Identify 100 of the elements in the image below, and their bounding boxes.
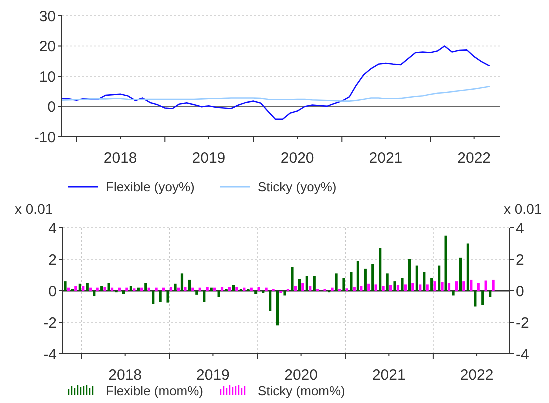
bar: [236, 287, 238, 291]
bar: [100, 286, 104, 291]
legend-label: Flexible (yoy%): [106, 180, 195, 195]
y2-tick-label: -2: [516, 314, 530, 332]
bar: [452, 291, 455, 296]
bar: [466, 244, 470, 291]
bar: [126, 288, 128, 291]
bar: [482, 291, 484, 306]
bar: [269, 291, 272, 312]
bar: [210, 288, 213, 291]
bar: [291, 267, 294, 291]
y-tick-label: -10: [34, 129, 56, 146]
bar: [104, 287, 106, 291]
y-tick-label: 30: [39, 8, 56, 26]
bar: [396, 285, 400, 291]
bar: [364, 268, 367, 291]
bar: [250, 288, 253, 291]
bar: [170, 287, 173, 291]
bar: [306, 276, 308, 291]
bar: [78, 284, 82, 291]
line-series: [61, 46, 490, 120]
y-tick-label: -2: [44, 314, 57, 332]
bar: [419, 284, 422, 291]
y-tick-label: -4: [44, 346, 57, 364]
bar: [206, 287, 209, 291]
bar: [356, 261, 360, 291]
bar: [462, 282, 466, 291]
bar: [298, 279, 302, 291]
bar: [302, 283, 304, 291]
bar: [276, 291, 280, 326]
y2-tick-label: 0: [516, 283, 524, 300]
bar: [342, 278, 346, 291]
bar: [220, 287, 224, 291]
bar: [430, 278, 434, 291]
x-tick-label: 2020: [284, 367, 318, 384]
bar: [368, 284, 370, 291]
bar: [389, 285, 392, 291]
bar: [130, 286, 133, 291]
bar: [108, 283, 110, 291]
bar: [196, 291, 198, 295]
x-tick-label: 2019: [192, 150, 226, 167]
line-series: [61, 86, 490, 102]
x-tick-label: 2018: [108, 367, 142, 384]
bar: [74, 286, 78, 291]
bar: [177, 288, 180, 291]
bar: [93, 291, 96, 297]
bar: [470, 280, 473, 291]
bar: [90, 288, 92, 291]
bar: [254, 291, 258, 294]
y-tick-label: 0: [48, 99, 56, 116]
bar: [232, 285, 236, 291]
bar: [110, 288, 114, 291]
x-tick-label: 2021: [369, 150, 403, 167]
bar: [184, 287, 187, 291]
bar: [243, 288, 246, 291]
y-tick-label: 4: [48, 220, 57, 238]
bar: [162, 288, 166, 291]
bar: [484, 280, 488, 291]
bar: [474, 291, 477, 307]
bar: [438, 266, 441, 291]
bar: [174, 284, 177, 291]
legend-label: Sticky (mom%): [258, 384, 346, 399]
bar: [203, 291, 206, 302]
bar: [459, 258, 462, 291]
bar: [335, 274, 338, 291]
bar: [82, 286, 85, 291]
bar: [96, 288, 99, 291]
x-tick-label: 2020: [280, 150, 314, 167]
y-axis-title: x 0.01: [15, 201, 54, 217]
bar: [309, 286, 312, 291]
bar: [404, 284, 407, 291]
y2-tick-label: -4: [516, 346, 530, 364]
bar: [423, 272, 426, 291]
bar: [294, 286, 297, 291]
bar: [152, 291, 155, 304]
y-tick-label: 2: [48, 252, 57, 269]
y-tick-label: 20: [39, 38, 56, 56]
bar: [448, 283, 451, 291]
bar: [166, 291, 170, 303]
bar: [408, 260, 412, 291]
x-tick-label: 2018: [104, 150, 138, 167]
bar: [353, 287, 356, 291]
x-tick-label: 2019: [196, 367, 230, 384]
bar: [214, 288, 216, 291]
bar: [492, 280, 495, 291]
bar: [386, 274, 389, 291]
bar: [180, 274, 184, 291]
y2-tick-label: 4: [516, 220, 524, 238]
bar: [192, 288, 194, 291]
x-tick-label: 2022: [458, 150, 492, 167]
bar: [477, 283, 480, 291]
bar: [372, 264, 374, 291]
bar: [198, 288, 202, 291]
bar: [137, 288, 140, 291]
bar: [382, 286, 385, 291]
legend-label: Flexible (mom%): [106, 384, 204, 399]
bar: [140, 288, 144, 291]
bar: [155, 288, 158, 291]
bar: [67, 288, 70, 291]
bar: [412, 283, 414, 291]
